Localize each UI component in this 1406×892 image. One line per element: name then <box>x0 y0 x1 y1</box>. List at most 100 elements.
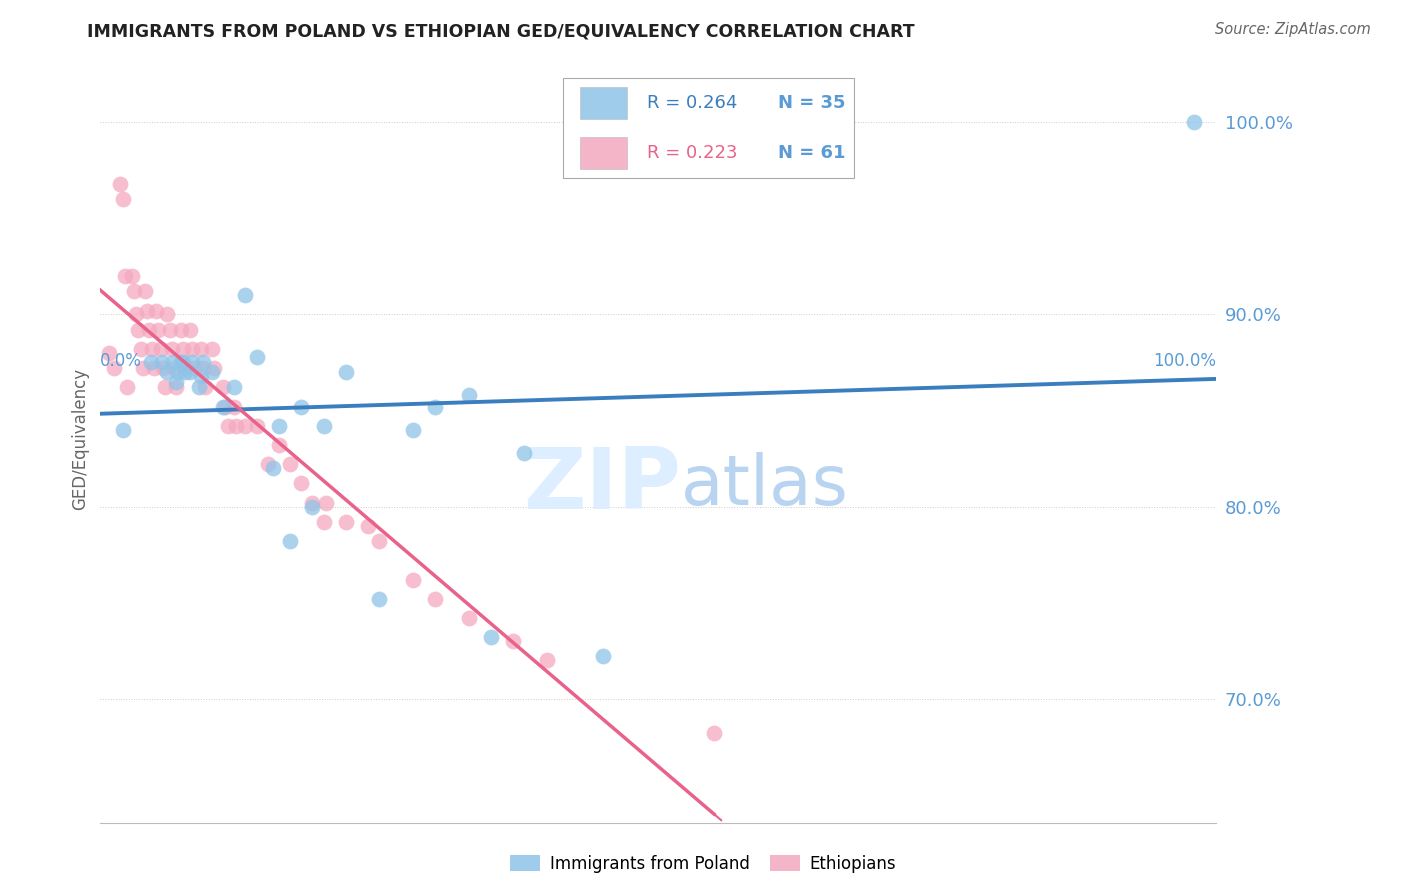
Point <box>115 380 138 394</box>
Text: IMMIGRANTS FROM POLAND VS ETHIOPIAN GED/EQUIVALENCY CORRELATION CHART: IMMIGRANTS FROM POLAND VS ETHIOPIAN GED/… <box>87 22 915 40</box>
Point <box>152 361 174 376</box>
Point <box>214 400 236 414</box>
Text: Source: ZipAtlas.com: Source: ZipAtlas.com <box>1215 22 1371 37</box>
Point <box>179 323 201 337</box>
Point <box>172 342 194 356</box>
Point <box>141 342 163 356</box>
Text: N = 61: N = 61 <box>778 145 845 162</box>
Point <box>114 268 136 283</box>
Point <box>1182 115 1205 129</box>
Point <box>159 323 181 337</box>
Point <box>136 303 159 318</box>
Point <box>122 285 145 299</box>
Text: 100.0%: 100.0% <box>1153 352 1216 370</box>
Point <box>245 418 267 433</box>
Point <box>167 365 190 379</box>
Point <box>149 342 172 356</box>
Point <box>536 653 558 667</box>
Point <box>194 380 217 394</box>
Point <box>703 726 725 740</box>
Point <box>513 446 536 460</box>
Legend: Immigrants from Poland, Ethiopians: Immigrants from Poland, Ethiopians <box>503 848 903 880</box>
Point <box>278 534 301 549</box>
Point <box>162 355 184 369</box>
Text: ZIP: ZIP <box>523 444 681 527</box>
Point <box>165 380 187 394</box>
Point <box>267 438 290 452</box>
Point <box>225 418 247 433</box>
Point <box>224 400 246 414</box>
Point <box>202 361 225 376</box>
Point <box>150 355 173 369</box>
Point <box>457 388 479 402</box>
Point <box>312 515 335 529</box>
Point <box>170 323 193 337</box>
Text: N = 35: N = 35 <box>778 95 845 112</box>
Point <box>172 355 194 369</box>
Point <box>134 285 156 299</box>
Point <box>256 457 278 471</box>
Point <box>103 361 125 376</box>
Point <box>153 380 176 394</box>
Point <box>262 461 284 475</box>
Y-axis label: GED/Equivalency: GED/Equivalency <box>72 368 89 510</box>
Point <box>423 400 446 414</box>
Point <box>335 515 357 529</box>
Text: atlas: atlas <box>681 452 848 519</box>
Point <box>191 361 214 376</box>
Point <box>402 573 425 587</box>
Point <box>98 346 121 360</box>
Point <box>139 355 162 369</box>
Point <box>132 361 155 376</box>
FancyBboxPatch shape <box>581 137 627 169</box>
Point <box>174 365 197 379</box>
Point <box>190 342 212 356</box>
Point <box>290 400 312 414</box>
Point <box>267 418 290 433</box>
Point <box>163 361 186 376</box>
Point <box>368 591 391 606</box>
Point <box>180 355 202 369</box>
Point <box>402 423 425 437</box>
Point <box>368 534 391 549</box>
Point <box>165 375 187 389</box>
Point <box>187 380 209 394</box>
Point <box>312 418 335 433</box>
FancyBboxPatch shape <box>564 78 853 178</box>
Point <box>156 308 179 322</box>
Point <box>278 457 301 471</box>
Point <box>148 323 170 337</box>
Point <box>357 518 380 533</box>
Point <box>179 365 201 379</box>
Text: R = 0.223: R = 0.223 <box>647 145 738 162</box>
Point <box>190 368 212 383</box>
Point <box>235 288 257 302</box>
Point <box>110 177 132 191</box>
Point <box>127 323 149 337</box>
Point <box>217 418 239 433</box>
Point <box>111 423 134 437</box>
Point <box>170 355 193 369</box>
Point <box>315 496 337 510</box>
Point <box>290 476 312 491</box>
Point <box>479 630 502 644</box>
Point <box>111 192 134 206</box>
Point <box>423 591 446 606</box>
Text: 0.0%: 0.0% <box>100 352 142 370</box>
Point <box>457 611 479 625</box>
Point <box>145 303 167 318</box>
Point <box>156 365 179 379</box>
Point <box>212 380 235 394</box>
Point <box>224 380 246 394</box>
Point <box>142 361 165 376</box>
Point <box>245 350 267 364</box>
Point <box>212 400 235 414</box>
Point <box>502 634 524 648</box>
Point <box>183 361 205 376</box>
Point <box>235 418 257 433</box>
FancyBboxPatch shape <box>581 87 627 120</box>
Point <box>592 649 614 664</box>
Point <box>201 342 224 356</box>
Point <box>201 365 224 379</box>
Point <box>301 496 323 510</box>
